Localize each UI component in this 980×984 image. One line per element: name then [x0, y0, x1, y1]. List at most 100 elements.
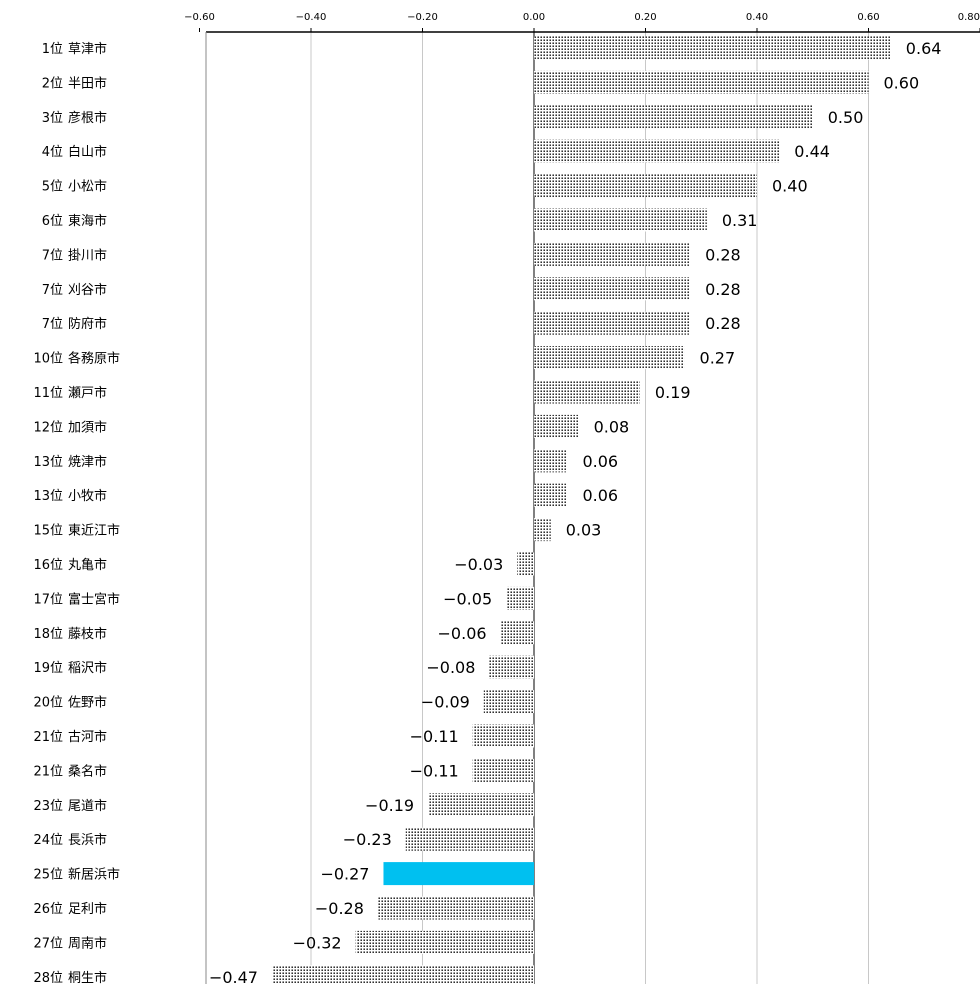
- bars: [271, 36, 891, 984]
- data-label: −0.11: [410, 761, 459, 780]
- category-label: 7位: [42, 248, 63, 263]
- category-label: 17位: [33, 592, 63, 607]
- category-label: 4位: [42, 145, 63, 160]
- data-label: 0.31: [722, 211, 758, 230]
- category-label: 尾道市: [68, 798, 107, 814]
- category-label: 藤枝市: [68, 626, 107, 642]
- data-label: −0.06: [438, 624, 487, 643]
- category-label: 防府市: [68, 316, 107, 332]
- x-tick-label: −0.20: [407, 12, 438, 23]
- category-label: 23位: [33, 799, 63, 814]
- bar: [534, 277, 691, 301]
- category-label: 5位: [42, 180, 63, 195]
- data-label: 0.06: [582, 452, 618, 471]
- category-label: 3位: [42, 111, 63, 126]
- data-label: 0.50: [828, 108, 864, 127]
- x-tick-label: 0.80: [958, 12, 980, 23]
- category-label: 東海市: [68, 213, 107, 229]
- category-label: 15位: [33, 524, 63, 539]
- bar: [472, 724, 534, 748]
- category-label: 桑名市: [68, 763, 107, 779]
- bar: [534, 483, 568, 507]
- category-label: 26位: [33, 902, 63, 917]
- x-tick-label: −0.60: [184, 12, 215, 23]
- data-label: 0.40: [772, 177, 808, 196]
- x-tick-label: −0.40: [296, 12, 327, 23]
- x-tick-label: 0.20: [634, 12, 656, 23]
- category-label: 新居浜市: [68, 867, 120, 883]
- category-label: 27位: [33, 936, 63, 951]
- bar: [489, 655, 534, 679]
- category-label: 瀬戸市: [68, 385, 107, 401]
- category-label: 6位: [42, 214, 63, 229]
- data-label: −0.47: [209, 968, 258, 984]
- category-label: 富士宮市: [68, 591, 120, 607]
- x-axis: −0.60 −0.40 −0.20 0.00 0.20 0.40 0.60 0.80: [184, 12, 980, 984]
- bar: [534, 36, 891, 60]
- bar: [534, 208, 707, 232]
- bar: [377, 896, 534, 920]
- category-label: 桐生市: [68, 970, 107, 984]
- category-label: 7位: [42, 283, 63, 298]
- category-label: 小牧市: [68, 488, 107, 504]
- category-label: 足利市: [68, 901, 107, 917]
- bar: [534, 174, 757, 198]
- category-label: 周南市: [68, 935, 107, 951]
- category-label: 小松市: [68, 179, 107, 195]
- category-label: 東近江市: [68, 523, 120, 539]
- data-label: 0.03: [566, 521, 602, 540]
- data-label: 0.06: [582, 486, 618, 505]
- data-label: 0.44: [794, 142, 830, 161]
- category-label: 16位: [33, 558, 63, 573]
- value-labels: 0.64 0.60 0.50 0.44 0.40 0.31 0.28 0.28 0.28 0.27…: [209, 39, 941, 984]
- category-label: 13位: [33, 489, 63, 504]
- bar: [428, 793, 534, 817]
- bar: [506, 586, 534, 610]
- category-label: 長浜市: [68, 832, 107, 848]
- category-label: 10位: [33, 352, 63, 367]
- category-label: 28位: [33, 971, 63, 984]
- category-label: 13位: [33, 455, 63, 470]
- bar: [517, 552, 534, 576]
- bar: [472, 758, 534, 782]
- data-label: −0.32: [293, 933, 342, 952]
- bar: [534, 70, 869, 94]
- category-label: 各務原市: [68, 351, 120, 367]
- category-label: 20位: [33, 696, 63, 711]
- data-label: −0.09: [421, 693, 470, 712]
- data-label: −0.11: [410, 727, 459, 746]
- category-label: 刈谷市: [68, 282, 107, 298]
- bar: [483, 690, 534, 714]
- category-label: 古河市: [68, 729, 107, 745]
- data-label: −0.03: [454, 555, 503, 574]
- category-label: 18位: [33, 627, 63, 642]
- category-label: 24位: [33, 833, 63, 848]
- bar: [405, 827, 534, 851]
- category-label: 草津市: [68, 41, 107, 57]
- bar: [534, 518, 551, 542]
- data-label: −0.05: [443, 589, 492, 608]
- category-label: 21位: [33, 764, 63, 779]
- data-label: −0.19: [365, 796, 414, 815]
- category-label: 焼津市: [68, 454, 107, 470]
- x-tick-label: 0.40: [746, 12, 768, 23]
- data-label: −0.28: [315, 899, 364, 918]
- category-label: 19位: [33, 661, 63, 676]
- data-label: 0.27: [700, 349, 736, 368]
- data-label: 0.28: [705, 314, 741, 333]
- category-label: 1位: [42, 42, 63, 57]
- category-label: 11位: [33, 386, 63, 401]
- category-label: 25位: [33, 868, 63, 883]
- bar: [534, 139, 780, 163]
- category-label: 丸亀市: [68, 557, 107, 573]
- data-label: 0.28: [705, 280, 741, 299]
- data-label: −0.08: [426, 658, 475, 677]
- category-label: 佐野市: [68, 695, 107, 711]
- data-label: 0.64: [906, 39, 942, 58]
- category-label: 半田市: [68, 75, 107, 91]
- category-label: 稲沢市: [68, 660, 107, 676]
- bar: [534, 346, 685, 370]
- category-label: 掛川市: [68, 247, 107, 263]
- data-label: −0.27: [320, 865, 369, 884]
